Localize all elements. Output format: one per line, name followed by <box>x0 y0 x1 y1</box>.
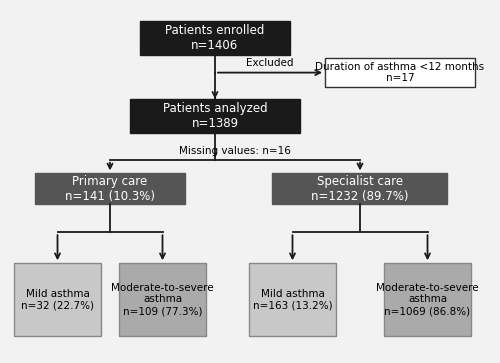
FancyBboxPatch shape <box>35 174 185 204</box>
Text: Patients enrolled
n=1406: Patients enrolled n=1406 <box>166 24 264 52</box>
FancyBboxPatch shape <box>325 58 475 87</box>
FancyBboxPatch shape <box>272 174 448 204</box>
Text: Mild asthma
n=32 (22.7%): Mild asthma n=32 (22.7%) <box>21 289 94 310</box>
FancyBboxPatch shape <box>384 263 471 336</box>
FancyBboxPatch shape <box>140 21 290 55</box>
FancyBboxPatch shape <box>130 99 300 133</box>
Text: Missing values: n=16: Missing values: n=16 <box>179 146 291 156</box>
Text: Duration of asthma <12 months
n=17: Duration of asthma <12 months n=17 <box>316 62 484 83</box>
Text: Patients analyzed
n=1389: Patients analyzed n=1389 <box>162 102 268 130</box>
Text: Primary care
n=141 (10.3%): Primary care n=141 (10.3%) <box>65 175 155 203</box>
Text: Excluded: Excluded <box>246 58 294 68</box>
Text: Specialist care
n=1232 (89.7%): Specialist care n=1232 (89.7%) <box>311 175 409 203</box>
FancyBboxPatch shape <box>119 263 206 336</box>
Text: Mild asthma
n=163 (13.2%): Mild asthma n=163 (13.2%) <box>252 289 332 310</box>
FancyBboxPatch shape <box>14 263 101 336</box>
Text: Moderate-to-severe
asthma
n=109 (77.3%): Moderate-to-severe asthma n=109 (77.3%) <box>111 283 214 316</box>
Text: Moderate-to-severe
asthma
n=1069 (86.8%): Moderate-to-severe asthma n=1069 (86.8%) <box>376 283 479 316</box>
FancyBboxPatch shape <box>248 263 336 336</box>
